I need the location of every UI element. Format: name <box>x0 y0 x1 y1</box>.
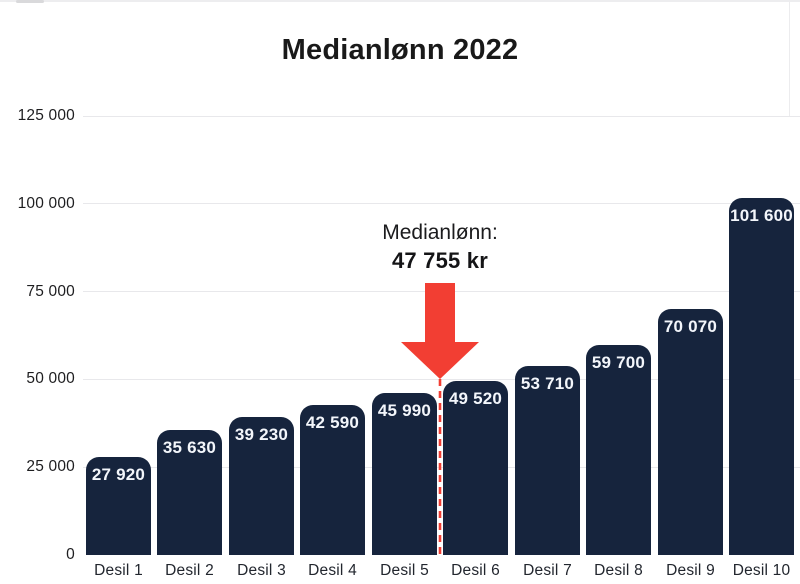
bar-desil-8: 59 700 <box>586 345 651 555</box>
gridline <box>83 378 800 380</box>
window-edge-notch <box>16 0 44 3</box>
container-edge-line <box>789 0 790 116</box>
bar-value-label: 42 590 <box>305 413 360 432</box>
bar-desil-3: 39 230 <box>229 417 294 555</box>
bar-value-label: 45 990 <box>377 401 432 420</box>
bar-desil-7: 53 710 <box>515 366 580 555</box>
y-tick-label: 100 000 <box>17 194 75 212</box>
x-tick-label: Desil 6 <box>451 562 500 579</box>
x-tick-label: Desil 1 <box>94 562 143 579</box>
bar-value-label: 53 710 <box>520 374 575 393</box>
bar-desil-6: 49 520 <box>443 381 508 555</box>
gridline <box>83 115 800 117</box>
bar-value-label: 70 070 <box>663 317 718 336</box>
y-tick-label: 125 000 <box>17 107 75 124</box>
bar-desil-1: 27 920 <box>86 457 151 555</box>
bar-desil-9: 70 070 <box>658 309 723 555</box>
bar-value-label: 101 600 <box>730 206 793 225</box>
bar-value-label: 39 230 <box>234 425 289 444</box>
bar-value-label: 27 920 <box>91 465 146 484</box>
bar-desil-5: 45 990 <box>372 393 437 555</box>
window-edge-line <box>0 0 800 3</box>
x-tick-label: Desil 3 <box>237 562 286 579</box>
gridline <box>83 466 800 468</box>
gridline <box>83 203 800 205</box>
median-annotation-label: Medianlønn: <box>382 221 498 244</box>
bar-desil-10: 101 600 <box>729 198 794 555</box>
median-arrow-icon <box>401 283 479 555</box>
bar-desil-2: 35 630 <box>157 430 222 555</box>
bar-desil-4: 42 590 <box>300 405 365 555</box>
x-tick-label: Desil 10 <box>732 562 791 579</box>
x-tick-label: Desil 8 <box>594 562 643 579</box>
x-tick-label: Desil 7 <box>523 562 572 579</box>
bar-value-label: 49 520 <box>448 389 503 408</box>
x-tick-label: Desil 5 <box>380 562 429 579</box>
median-annotation-value: 47 755 kr <box>392 248 488 273</box>
bar-value-label: 35 630 <box>162 438 217 457</box>
y-tick-label: 0 <box>66 546 75 563</box>
y-tick-label: 50 000 <box>26 370 75 388</box>
x-tick-label: Desil 9 <box>666 562 715 579</box>
chart-title: Medianlønn 2022 <box>281 34 519 66</box>
y-tick-label: 75 000 <box>26 282 75 300</box>
x-tick-label: Desil 2 <box>165 562 214 579</box>
bar-value-label: 59 700 <box>591 353 646 372</box>
y-tick-label: 25 000 <box>26 458 75 476</box>
x-tick-label: Desil 4 <box>308 562 357 579</box>
median-annotation: Medianlønn: 47 755 kr <box>382 221 498 274</box>
